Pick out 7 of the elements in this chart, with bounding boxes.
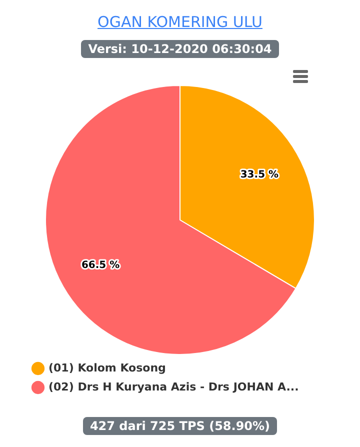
text: 427 dari 725 TPS (58.90%) [82, 417, 278, 435]
legend-label: (01) Kolom Kosong [48, 361, 166, 374]
chart-subtitle: Versi: 10-12-2020 06:30:04 [81, 40, 279, 58]
data-label: 66.5 % [81, 260, 120, 271]
data-label: 33.5 % [240, 169, 279, 180]
chart-title: OGAN KOMERING ULU [98, 13, 262, 31]
legend-label: (02) Drs H Kuryana Azis - Drs JOHAN A... [48, 380, 299, 394]
